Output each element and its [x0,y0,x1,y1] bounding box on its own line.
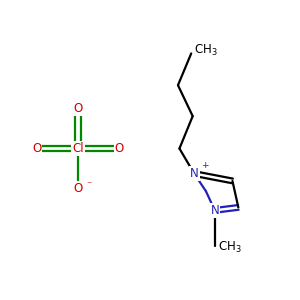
Text: O: O [115,142,124,155]
Text: O: O [32,142,41,155]
Text: CH$_3$: CH$_3$ [218,240,242,255]
Text: CH$_3$: CH$_3$ [194,43,218,58]
Text: N: N [190,167,199,180]
Text: Cl: Cl [72,142,84,155]
Text: O: O [73,102,83,115]
Text: O: O [73,182,83,195]
Text: N: N [210,204,219,217]
Text: +: + [202,161,209,170]
Text: ⁻: ⁻ [87,180,92,190]
